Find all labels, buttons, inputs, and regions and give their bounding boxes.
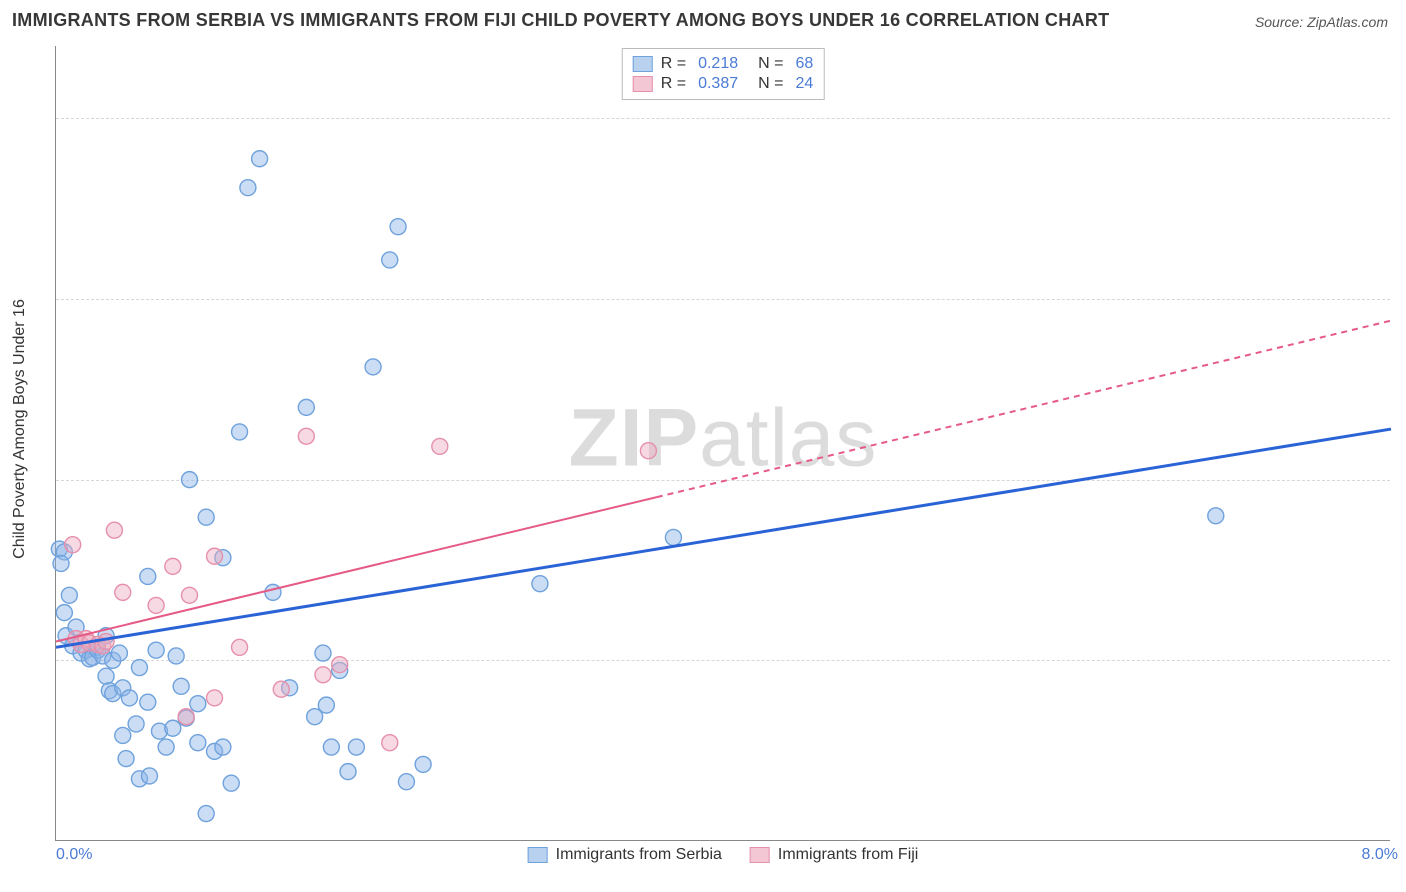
y-tick-label: 37.5% (1396, 290, 1406, 308)
data-point-serbia (131, 660, 147, 676)
data-point-serbia (111, 645, 127, 661)
data-point-serbia (215, 739, 231, 755)
data-point-serbia (141, 768, 157, 784)
data-point-fiji (232, 639, 248, 655)
data-point-serbia (298, 399, 314, 415)
r-value-fiji: 0.387 (698, 75, 738, 93)
data-point-fiji (148, 597, 164, 613)
legend-swatch-serbia (528, 847, 548, 863)
data-point-fiji (165, 558, 181, 574)
data-point-serbia (340, 764, 356, 780)
legend-series: Immigrants from Serbia Immigrants from F… (528, 846, 919, 864)
r-label: R = (661, 55, 686, 73)
data-point-serbia (61, 587, 77, 603)
data-point-serbia (382, 252, 398, 268)
n-value-serbia: 68 (795, 55, 813, 73)
data-point-serbia (158, 739, 174, 755)
data-point-fiji (432, 438, 448, 454)
trend-line-serbia (56, 429, 1391, 647)
data-point-serbia (128, 716, 144, 732)
plot-area: ZIPatlas 12.5%25.0%37.5%50.0% R = 0.218 … (55, 46, 1390, 841)
y-tick-label: 12.5% (1396, 651, 1406, 669)
n-label: N = (758, 55, 783, 73)
data-point-serbia (98, 668, 114, 684)
y-axis-title: Child Poverty Among Boys Under 16 (11, 299, 29, 559)
data-point-fiji (115, 584, 131, 600)
data-point-serbia (398, 774, 414, 790)
data-point-serbia (140, 694, 156, 710)
chart-title: IMMIGRANTS FROM SERBIA VS IMMIGRANTS FRO… (12, 10, 1109, 31)
data-point-fiji (106, 522, 122, 538)
data-point-serbia (53, 555, 69, 571)
y-tick-label: 25.0% (1396, 471, 1406, 489)
data-point-fiji (640, 443, 656, 459)
data-point-serbia (318, 697, 334, 713)
data-point-serbia (168, 648, 184, 664)
data-point-serbia (198, 806, 214, 822)
data-point-fiji (315, 667, 331, 683)
data-point-fiji (207, 690, 223, 706)
data-point-serbia (148, 642, 164, 658)
legend-row-fiji: R = 0.387 N = 24 (633, 75, 814, 93)
data-point-serbia (165, 720, 181, 736)
data-point-serbia (265, 584, 281, 600)
source-attribution: Source: ZipAtlas.com (1255, 14, 1388, 30)
r-value-serbia: 0.218 (698, 55, 738, 73)
legend-label-serbia: Immigrants from Serbia (556, 846, 722, 864)
data-point-serbia (240, 180, 256, 196)
data-point-serbia (390, 219, 406, 235)
data-point-serbia (56, 605, 72, 621)
data-point-serbia (315, 645, 331, 661)
data-point-serbia (252, 151, 268, 167)
data-point-serbia (223, 775, 239, 791)
data-point-fiji (65, 537, 81, 553)
legend-row-serbia: R = 0.218 N = 68 (633, 55, 814, 73)
data-point-serbia (198, 509, 214, 525)
data-point-serbia (348, 739, 364, 755)
data-point-fiji (273, 681, 289, 697)
data-point-serbia (365, 359, 381, 375)
data-point-serbia (173, 678, 189, 694)
data-point-fiji (207, 548, 223, 564)
data-point-serbia (182, 472, 198, 488)
data-point-fiji (178, 709, 194, 725)
n-label: N = (758, 75, 783, 93)
data-point-serbia (190, 696, 206, 712)
data-point-fiji (332, 657, 348, 673)
x-tick-label: 0.0% (56, 846, 92, 864)
data-point-serbia (118, 751, 134, 767)
n-value-fiji: 24 (795, 75, 813, 93)
y-tick-label: 50.0% (1396, 109, 1406, 127)
legend-item-serbia: Immigrants from Serbia (528, 846, 722, 864)
data-point-serbia (415, 756, 431, 772)
data-point-serbia (121, 690, 137, 706)
data-point-serbia (190, 735, 206, 751)
data-point-serbia (323, 739, 339, 755)
legend-label-fiji: Immigrants from Fiji (778, 846, 918, 864)
data-point-fiji (382, 735, 398, 751)
data-point-serbia (665, 529, 681, 545)
data-point-serbia (532, 576, 548, 592)
data-point-serbia (140, 568, 156, 584)
data-point-serbia (232, 424, 248, 440)
legend-correlation-box: R = 0.218 N = 68 R = 0.387 N = 24 (622, 48, 825, 100)
data-point-serbia (115, 727, 131, 743)
data-point-serbia (1208, 508, 1224, 524)
legend-swatch-fiji (750, 847, 770, 863)
data-point-fiji (182, 587, 198, 603)
legend-item-fiji: Immigrants from Fiji (750, 846, 918, 864)
legend-swatch-serbia (633, 56, 653, 72)
chart-svg (56, 46, 1390, 840)
trend-line-fiji-dashed (657, 321, 1391, 497)
x-tick-label: 8.0% (1362, 846, 1398, 864)
legend-swatch-fiji (633, 76, 653, 92)
r-label: R = (661, 75, 686, 93)
data-point-fiji (298, 428, 314, 444)
